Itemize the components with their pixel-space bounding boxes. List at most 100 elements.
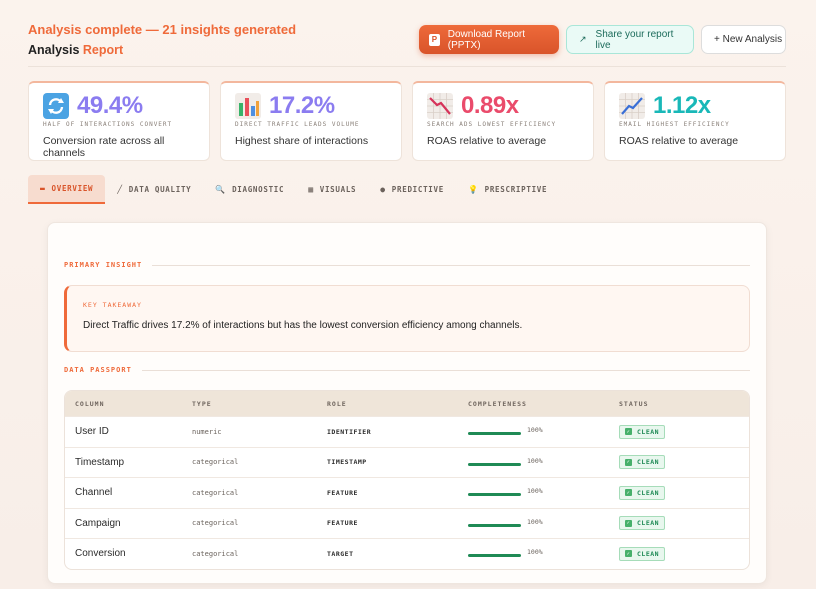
status-cell: ✓ CLEAN <box>619 485 739 500</box>
stat-card: 1.12x Email highest efficiency ROAS rela… <box>604 81 786 161</box>
check-icon: ✓ <box>625 550 632 558</box>
tab-data-quality[interactable]: ╱ Data Quality <box>105 175 203 204</box>
title-main: Analysis <box>28 43 80 57</box>
page-title: Analysis Report <box>28 43 296 57</box>
status-cell: ✓ CLEAN <box>619 516 739 531</box>
column-type: categorical <box>192 488 239 497</box>
completeness-value: 100% <box>527 456 543 465</box>
status-badge: ✓ CLEAN <box>619 455 666 470</box>
status-badge: ✓ CLEAN <box>619 516 666 531</box>
stat-card: 49.4% Half of interactions convert Conve… <box>28 81 210 161</box>
status-badge: ✓ CLEAN <box>619 546 666 561</box>
stat-card: 17.2% Direct Traffic leads volume Highes… <box>220 81 402 161</box>
refresh-icon <box>43 93 69 119</box>
table-header: Column Type Role Completeness Status <box>65 391 749 416</box>
completeness-bar <box>468 523 521 527</box>
external-link-icon: ↗ <box>579 34 587 44</box>
chart-up-icon <box>619 93 645 119</box>
completeness-bar <box>468 493 521 497</box>
column-name: User ID <box>75 426 109 438</box>
completeness-cell: 100% <box>468 456 619 466</box>
column-name: Channel <box>75 487 113 499</box>
overview-icon: ▬ <box>40 184 46 193</box>
stat-description: ROAS relative to average <box>427 135 547 147</box>
table-row: Timestamp categorical TIMESTAMP 100% ✓ CL… <box>65 446 749 478</box>
status-text: CLEAN <box>637 549 660 558</box>
check-icon: ✓ <box>625 428 632 436</box>
download-report-button[interactable]: P Download Report (PPTX) <box>419 25 559 54</box>
stat-value: 0.89x <box>461 92 519 119</box>
stat-cards: 49.4% Half of interactions convert Conve… <box>28 81 786 161</box>
status-cell: ✓ CLEAN <box>619 455 739 470</box>
completeness-bar <box>468 462 521 466</box>
stat-card: 0.89x Search Ads lowest efficiency ROAS … <box>412 81 594 161</box>
section-title: Primary Insight <box>64 261 143 269</box>
section-divider <box>152 264 750 266</box>
table-row: Campaign categorical FEATURE 100% ✓ CLEAN <box>65 507 749 539</box>
tab-label: Data Quality <box>128 185 192 194</box>
bar-chart-icon <box>235 93 261 119</box>
stat-value: 1.12x <box>653 92 711 119</box>
takeaway-label: Key Takeaway <box>83 301 142 309</box>
download-report-label: Download Report (PPTX) <box>447 28 526 51</box>
tab-diagnostic[interactable]: 🔍 Diagnostic <box>203 175 296 204</box>
completeness-cell: 100% <box>468 517 619 527</box>
column-role: FEATURE <box>327 519 358 528</box>
data-passport-heading: Data Passport <box>64 366 750 374</box>
column-type: categorical <box>192 549 239 558</box>
title-accent: Report <box>82 43 124 57</box>
completeness-value: 100% <box>527 548 543 557</box>
column-role: TIMESTAMP <box>327 458 367 467</box>
tab-label: Visuals <box>319 185 357 194</box>
overview-panel: Primary Insight Key Takeaway Direct Traf… <box>47 222 767 584</box>
table-row: User ID numeric IDENTIFIER 100% ✓ CLEAN <box>65 416 749 447</box>
completeness-value: 100% <box>527 426 543 435</box>
chart-icon: ▦ <box>308 185 314 194</box>
column-type: categorical <box>192 458 239 467</box>
column-type: categorical <box>192 519 239 528</box>
table-row: Channel categorical FEATURE 100% ✓ CLEAN <box>65 477 749 508</box>
column-role: FEATURE <box>327 488 358 497</box>
powerpoint-icon: P <box>429 33 440 46</box>
tab-prescriptive[interactable]: 💡 Prescriptive <box>456 175 559 204</box>
stat-caption: Direct Traffic leads volume <box>235 121 360 128</box>
share-report-button[interactable]: ↗ Share your report live <box>566 25 694 54</box>
status-text: CLEAN <box>637 427 660 436</box>
completeness-value: 100% <box>527 487 543 496</box>
column-name: Campaign <box>75 517 121 529</box>
tab-label: Overview <box>51 184 94 193</box>
stat-value: 49.4% <box>77 92 143 119</box>
header-type: Type <box>192 399 212 408</box>
check-icon: ✓ <box>625 489 632 497</box>
chart-down-icon <box>427 93 453 119</box>
column-role: IDENTIFIER <box>327 427 372 436</box>
key-takeaway-card: Key Takeaway Direct Traffic drives 17.2%… <box>64 285 750 352</box>
data-passport-table: Column Type Role Completeness Status Use… <box>64 390 750 570</box>
status-text: CLEAN <box>637 519 660 528</box>
tab-label: Diagnostic <box>232 185 285 194</box>
stat-description: Conversion rate across all channels <box>43 135 165 159</box>
header-role: Role <box>327 399 347 408</box>
stat-caption: Half of interactions convert <box>43 121 173 128</box>
new-analysis-label: + New Analysis <box>714 34 783 45</box>
tab-label: Prescriptive <box>484 185 548 194</box>
primary-insight-heading: Primary Insight <box>64 261 750 269</box>
stat-description: ROAS relative to average <box>619 135 739 147</box>
status-cell: ✓ CLEAN <box>619 546 739 561</box>
status-text: CLEAN <box>637 488 660 497</box>
completeness-value: 100% <box>527 517 543 526</box>
header-column: Column <box>75 399 105 408</box>
status-text: CLEAN <box>637 458 660 467</box>
completeness-cell: 100% <box>468 487 619 497</box>
new-analysis-button[interactable]: + New Analysis <box>701 25 786 54</box>
section-title: Data Passport <box>64 366 132 374</box>
completeness-cell: 100% <box>468 548 619 558</box>
column-role: TARGET <box>327 549 354 558</box>
header-completeness: Completeness <box>468 399 527 408</box>
magnifier-icon: 🔍 <box>215 185 227 194</box>
column-name: Timestamp <box>75 456 125 468</box>
tab-overview[interactable]: ▬ Overview <box>28 175 106 204</box>
tab-visuals[interactable]: ▦ Visuals <box>296 175 368 204</box>
report-tabs: ▬ Overview ╱ Data Quality 🔍 Diagnostic ▦… <box>28 175 559 204</box>
tab-predictive[interactable]: ● Predictive <box>368 175 456 204</box>
